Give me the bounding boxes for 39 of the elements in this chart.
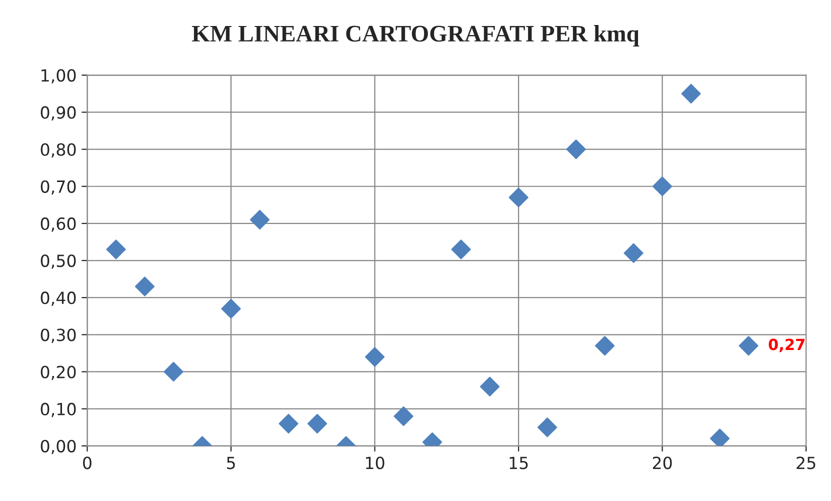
y-tick-label: 0,80 xyxy=(40,143,76,158)
x-tick-label: 5 xyxy=(227,456,235,470)
y-tick-label: 0,10 xyxy=(40,402,76,418)
point xyxy=(537,418,558,438)
point xyxy=(307,414,328,434)
x-tick-label: 20 xyxy=(652,456,672,470)
y-tick-label: 0,50 xyxy=(40,254,76,269)
point xyxy=(134,276,155,296)
y-tick-label: 0,20 xyxy=(40,366,76,380)
y-tick-label: 0,60 xyxy=(40,217,76,232)
point xyxy=(652,176,672,196)
point xyxy=(394,406,414,426)
point xyxy=(710,428,730,446)
chart-title: KM LINEARI CARTOGRAFATI PER kmq xyxy=(192,25,640,46)
x-tick-label: 15 xyxy=(510,456,528,470)
y-tick-label: 0,90 xyxy=(40,106,76,120)
y-tick-label: 1,00 xyxy=(42,69,76,84)
y-tick-label: 0,40 xyxy=(40,292,76,306)
x-tick-label: 10 xyxy=(366,456,384,470)
point xyxy=(508,188,528,208)
y-tick-label: 0,00 xyxy=(40,440,76,454)
x-tick-label: 25 xyxy=(796,456,816,470)
y-tick-label: 0,70 xyxy=(40,180,76,195)
point xyxy=(681,84,701,104)
point xyxy=(221,298,241,319)
point xyxy=(106,240,126,260)
point xyxy=(738,336,758,356)
point xyxy=(364,347,385,367)
annotation: 0,27 xyxy=(768,338,804,352)
x-tick-label: 0 xyxy=(83,456,92,470)
y-tick-label: 0,30 xyxy=(40,328,76,343)
point xyxy=(278,414,298,434)
point xyxy=(451,240,471,260)
point xyxy=(624,243,644,263)
point xyxy=(164,362,184,382)
point xyxy=(480,376,500,396)
point xyxy=(250,210,270,230)
point xyxy=(594,336,615,356)
point xyxy=(566,139,586,160)
